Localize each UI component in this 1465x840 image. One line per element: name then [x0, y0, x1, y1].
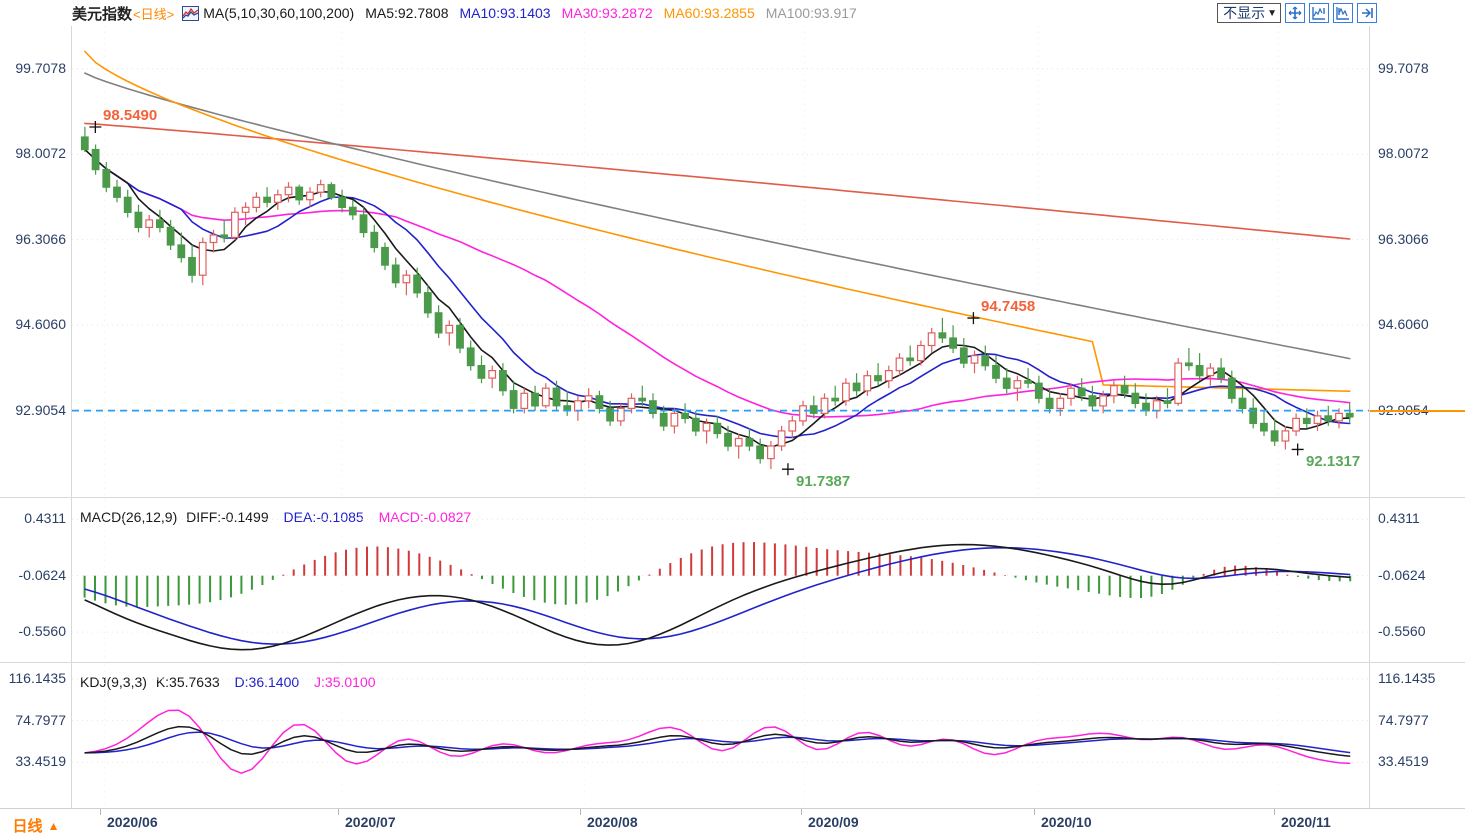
ma-params-label: MA(5,10,30,60,100,200) [203, 5, 355, 21]
kdj-ytick-right: 116.1435 [1378, 670, 1436, 686]
scroll-to-end-button[interactable] [1357, 3, 1377, 23]
x-axis-tick-mark [580, 809, 581, 815]
kdj-k-value: K:35.7633 [155, 674, 220, 690]
triangle-up-icon: ▲ [47, 818, 60, 833]
price-ytick-right: 99.7078 [1378, 59, 1429, 76]
price-ytick-left: 92.9054 [15, 401, 66, 418]
chart-toolbar: 不显示 ▼ [1217, 3, 1377, 23]
ma10-value: MA10:93.1403 [459, 5, 551, 21]
macd-diff-value: DIFF:-0.1499 [186, 509, 269, 525]
macd-title-row: MACD(26,12,9) DIFF:-0.1499 DEA:-0.1085 M… [80, 509, 471, 525]
panel-divider-2 [0, 662, 1465, 663]
kdj-title: KDJ(9,3,3) [80, 674, 147, 690]
macd-chart-canvas[interactable] [72, 500, 1369, 660]
price-low-annotation: 91.7387 [796, 473, 851, 490]
price-chart-panel[interactable] [72, 26, 1369, 496]
x-axis-tick-label: 2020/07 [345, 814, 396, 830]
kdj-ytick-right: 74.7977 [1378, 711, 1429, 728]
macd-ytick-left: -0.0624 [18, 566, 66, 583]
display-mode-label: 不显示 [1223, 5, 1266, 21]
x-axis-tick-label: 2020/08 [587, 814, 638, 830]
price-high-annotation: 94.7458 [981, 298, 1036, 315]
ma-indicator-icon[interactable] [182, 5, 200, 21]
period-tag-label: 日线 [12, 818, 43, 835]
macd-ytick-left: 0.4311 [24, 510, 66, 527]
macd-ytick-right: 0.4311 [1378, 510, 1420, 527]
fit-right-icon [1336, 6, 1350, 20]
price-chart-canvas[interactable] [72, 26, 1369, 496]
axis-line-right [1369, 26, 1370, 808]
price-ytick-right: 98.0072 [1378, 145, 1429, 162]
period-toggle-button[interactable]: 日线 ▲ [0, 812, 72, 839]
kdj-d-value: D:36.1400 [234, 674, 300, 690]
fit-left-button[interactable] [1309, 3, 1329, 23]
price-low-annotation: 92.1317 [1306, 453, 1361, 470]
price-ytick-left: 99.7078 [15, 59, 66, 76]
ma100-value: MA100:93.917 [765, 5, 857, 21]
kdj-chart-panel[interactable] [72, 665, 1369, 808]
x-axis-tick-mark [801, 809, 802, 815]
x-axis-tick-label: 2020/10 [1041, 814, 1092, 830]
price-high-annotation: 98.5490 [103, 107, 158, 124]
kdj-ytick-right: 33.4519 [1378, 753, 1429, 770]
x-axis-tick-label: 2020/09 [808, 814, 859, 830]
crosshair-icon [1288, 6, 1302, 20]
macd-macd-value: MACD:-0.0827 [378, 509, 472, 525]
kdj-ytick-left: 74.7977 [15, 711, 66, 728]
kdj-ytick-left: 33.4519 [15, 753, 66, 770]
period-label: <日线> [133, 6, 175, 22]
price-cursor-marker [1369, 409, 1465, 412]
instrument-name: 美元指数 [72, 5, 133, 23]
macd-ytick-left: -0.5560 [18, 623, 66, 640]
x-axis-tick-mark [100, 809, 101, 815]
chart-header: 美元指数 <日线> MA(5,10,30,60,100,200) MA5:92.… [0, 0, 1465, 26]
macd-ytick-right: -0.5560 [1378, 623, 1426, 640]
price-ytick-right: 96.3066 [1378, 230, 1429, 247]
x-axis-tick-mark [1034, 809, 1035, 815]
ma30-value: MA30:93.2872 [561, 5, 653, 21]
x-axis-tick-label: 2020/06 [107, 814, 158, 830]
fit-left-icon [1312, 6, 1326, 20]
macd-ytick-right: -0.0624 [1378, 566, 1426, 583]
chevron-down-icon: ▼ [1267, 7, 1277, 19]
fit-right-button[interactable] [1333, 3, 1353, 23]
x-axis-tick-mark [1274, 809, 1275, 815]
axis-line-left [71, 26, 72, 808]
kdj-title-row: KDJ(9,3,3) K:35.7633 D:36.1400 J:35.0100 [80, 674, 376, 690]
macd-chart-panel[interactable] [72, 500, 1369, 660]
kdj-j-value: J:35.0100 [314, 674, 376, 690]
price-ytick-left: 94.6060 [15, 316, 66, 333]
price-ytick-right: 94.6060 [1378, 316, 1429, 333]
ma5-value: MA5:92.7808 [365, 5, 449, 21]
scroll-end-icon [1360, 6, 1374, 20]
macd-dea-value: DEA:-0.1085 [283, 509, 364, 525]
crosshair-move-button[interactable] [1285, 3, 1305, 23]
price-ytick-left: 98.0072 [15, 145, 66, 162]
x-axis-tick-label: 2020/11 [1281, 814, 1331, 830]
x-axis-tick-mark [338, 809, 339, 815]
kdj-chart-canvas[interactable] [72, 665, 1369, 808]
ma60-value: MA60:93.2855 [663, 5, 755, 21]
display-mode-select[interactable]: 不显示 ▼ [1217, 3, 1281, 23]
panel-divider-1 [0, 497, 1465, 498]
price-ytick-left: 96.3066 [15, 230, 66, 247]
kdj-ytick-left: 116.1435 [8, 670, 66, 686]
footer-divider [0, 808, 1465, 809]
